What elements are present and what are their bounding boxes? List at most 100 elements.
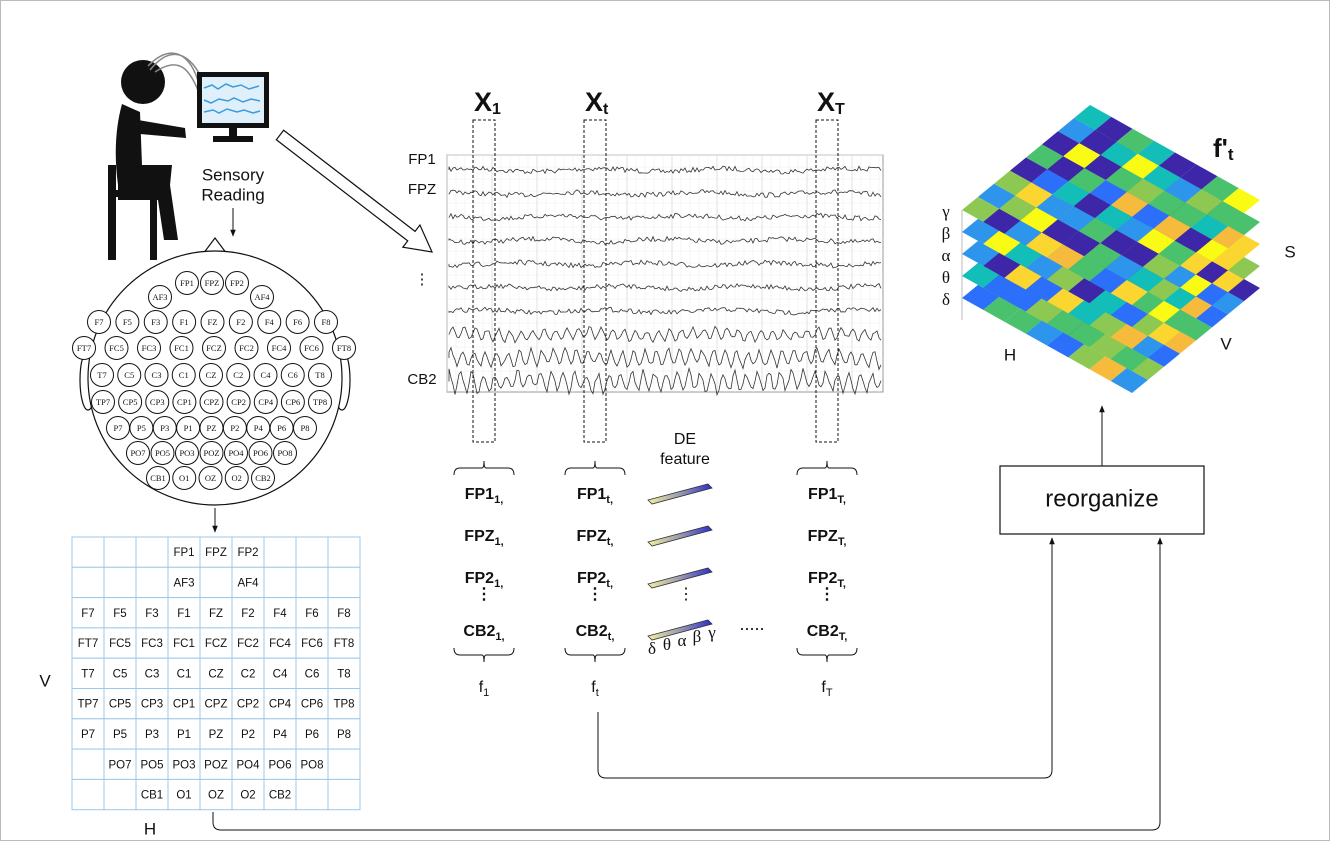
separator: , — [610, 578, 613, 590]
channel: FP1 — [577, 486, 606, 503]
grid-cell — [104, 537, 136, 567]
tensor-symbol: f' — [1213, 133, 1228, 163]
grid-cell-label: C5 — [113, 668, 128, 680]
grid-cell-label: PO8 — [300, 759, 323, 771]
grid-cell-label: PZ — [209, 729, 224, 741]
electrode-label: O2 — [232, 473, 242, 483]
grid-cell-label: C6 — [305, 668, 320, 680]
grid-cell-label: FT7 — [78, 638, 98, 650]
grid-cell-label: FP2 — [237, 547, 258, 559]
electrode-label: FT7 — [77, 343, 91, 353]
grid-cell — [136, 537, 168, 567]
separator: , — [844, 631, 847, 643]
electrode-label: CP5 — [123, 397, 138, 407]
grid-cell-label: TP8 — [333, 699, 354, 711]
grid-cell — [136, 567, 168, 597]
grid-cell-label: FPZ — [205, 547, 227, 559]
tensor-band: α — [942, 246, 951, 265]
electrode-label: P6 — [277, 423, 286, 433]
channel: FPZ — [808, 528, 838, 545]
electrode-label: OZ — [205, 473, 216, 483]
electrode-label: FC2 — [239, 343, 254, 353]
grid-cell-label: CZ — [208, 668, 223, 680]
grid-cell-label: PO3 — [172, 759, 195, 771]
grid-cell-label: CP4 — [269, 699, 292, 711]
grid-cell-label: AF3 — [173, 577, 194, 589]
grid-cell — [328, 537, 360, 567]
electrode-label: CP3 — [150, 397, 165, 407]
electrode-label: C5 — [124, 370, 134, 380]
band-symbol: γ — [707, 623, 716, 642]
electrode-label: P3 — [160, 423, 169, 433]
grid-cell-label: T8 — [337, 668, 350, 680]
electrode-label: FC5 — [109, 343, 124, 353]
band-symbol: β — [693, 627, 702, 646]
electrode-label: FPZ — [205, 278, 220, 288]
grid-cell-label: C3 — [145, 668, 160, 680]
electrode-label: C3 — [152, 370, 162, 380]
grid-cell-label: CP5 — [109, 699, 131, 711]
grid-cell-label: FZ — [209, 608, 223, 620]
channel-label: FPZ — [408, 181, 436, 198]
grid-cell-label: P1 — [177, 729, 191, 741]
electrode-grid: FP1FPZFP2AF3AF4F7F5F3F1FZF2F4F6F8FT7FC5F… — [72, 537, 360, 810]
tensor-s-label: S — [1284, 242, 1295, 261]
electrode-label: FC4 — [272, 343, 287, 353]
grid-cell-label: OZ — [208, 790, 224, 802]
grid-cell-label: C1 — [177, 668, 192, 680]
grid-cell-label: P3 — [145, 729, 159, 741]
separator: , — [843, 578, 846, 590]
electrode-label: C1 — [179, 370, 189, 380]
grid-cell-label: CPZ — [205, 699, 228, 711]
de-title: feature — [660, 451, 710, 468]
separator: , — [843, 536, 846, 548]
electrode-label: POZ — [203, 448, 219, 458]
electrode-label: FP2 — [230, 278, 244, 288]
grid-cell-label: F5 — [113, 608, 126, 620]
grid-cell-label: FP1 — [173, 547, 194, 559]
channel: ⋮ — [587, 586, 603, 603]
caption-line: Sensory — [202, 165, 265, 184]
grid-cell-label: F7 — [81, 608, 94, 620]
grid-cell — [264, 537, 296, 567]
grid-cell-label: CP3 — [141, 699, 163, 711]
electrode-label: PO4 — [228, 448, 244, 458]
grid-cell-label: AF4 — [237, 577, 259, 589]
grid-cell — [328, 779, 360, 809]
feature-entry: ⋮ — [476, 586, 492, 603]
electrode-label: O1 — [179, 473, 189, 483]
grid-cell-label: FC4 — [269, 638, 291, 650]
electrode-label: CP4 — [258, 397, 273, 407]
electrode-label: T8 — [315, 370, 324, 380]
eeg-panel — [447, 155, 883, 392]
electrode-label: CB2 — [255, 473, 271, 483]
grid-cell-label: P8 — [337, 729, 351, 741]
grid-cell-label: O1 — [176, 790, 191, 802]
grid-cell-label: PO4 — [236, 759, 260, 771]
electrode-label: P8 — [301, 423, 310, 433]
caption-line: Reading — [201, 185, 264, 204]
reorganize-label: reorganize — [1045, 485, 1158, 512]
electrode-label: F1 — [180, 317, 189, 327]
electrode-label: FCZ — [206, 343, 222, 353]
vector-index: t — [596, 687, 599, 699]
electrode-label: CZ — [206, 370, 217, 380]
channel: CB2 — [463, 623, 495, 640]
electrode-label: PO7 — [130, 448, 145, 458]
electrode-label: TP8 — [313, 397, 327, 407]
electrode-label: F6 — [293, 317, 302, 327]
electrode-label: F4 — [265, 317, 275, 327]
separator: , — [502, 631, 505, 643]
channel: FPZ — [577, 528, 607, 545]
grid-cell — [296, 567, 328, 597]
window-index: t — [603, 101, 609, 118]
tensor-h-label: H — [1004, 345, 1016, 364]
channel: ⋮ — [819, 586, 835, 603]
tensor-band: β — [942, 224, 951, 243]
electrode-label: C2 — [233, 370, 243, 380]
grid-cell-label: PO5 — [140, 759, 163, 771]
grid-h-label: H — [144, 819, 156, 838]
grid-cell — [72, 537, 104, 567]
band-symbol: α — [678, 631, 687, 650]
tensor-v-label: V — [1220, 334, 1232, 353]
